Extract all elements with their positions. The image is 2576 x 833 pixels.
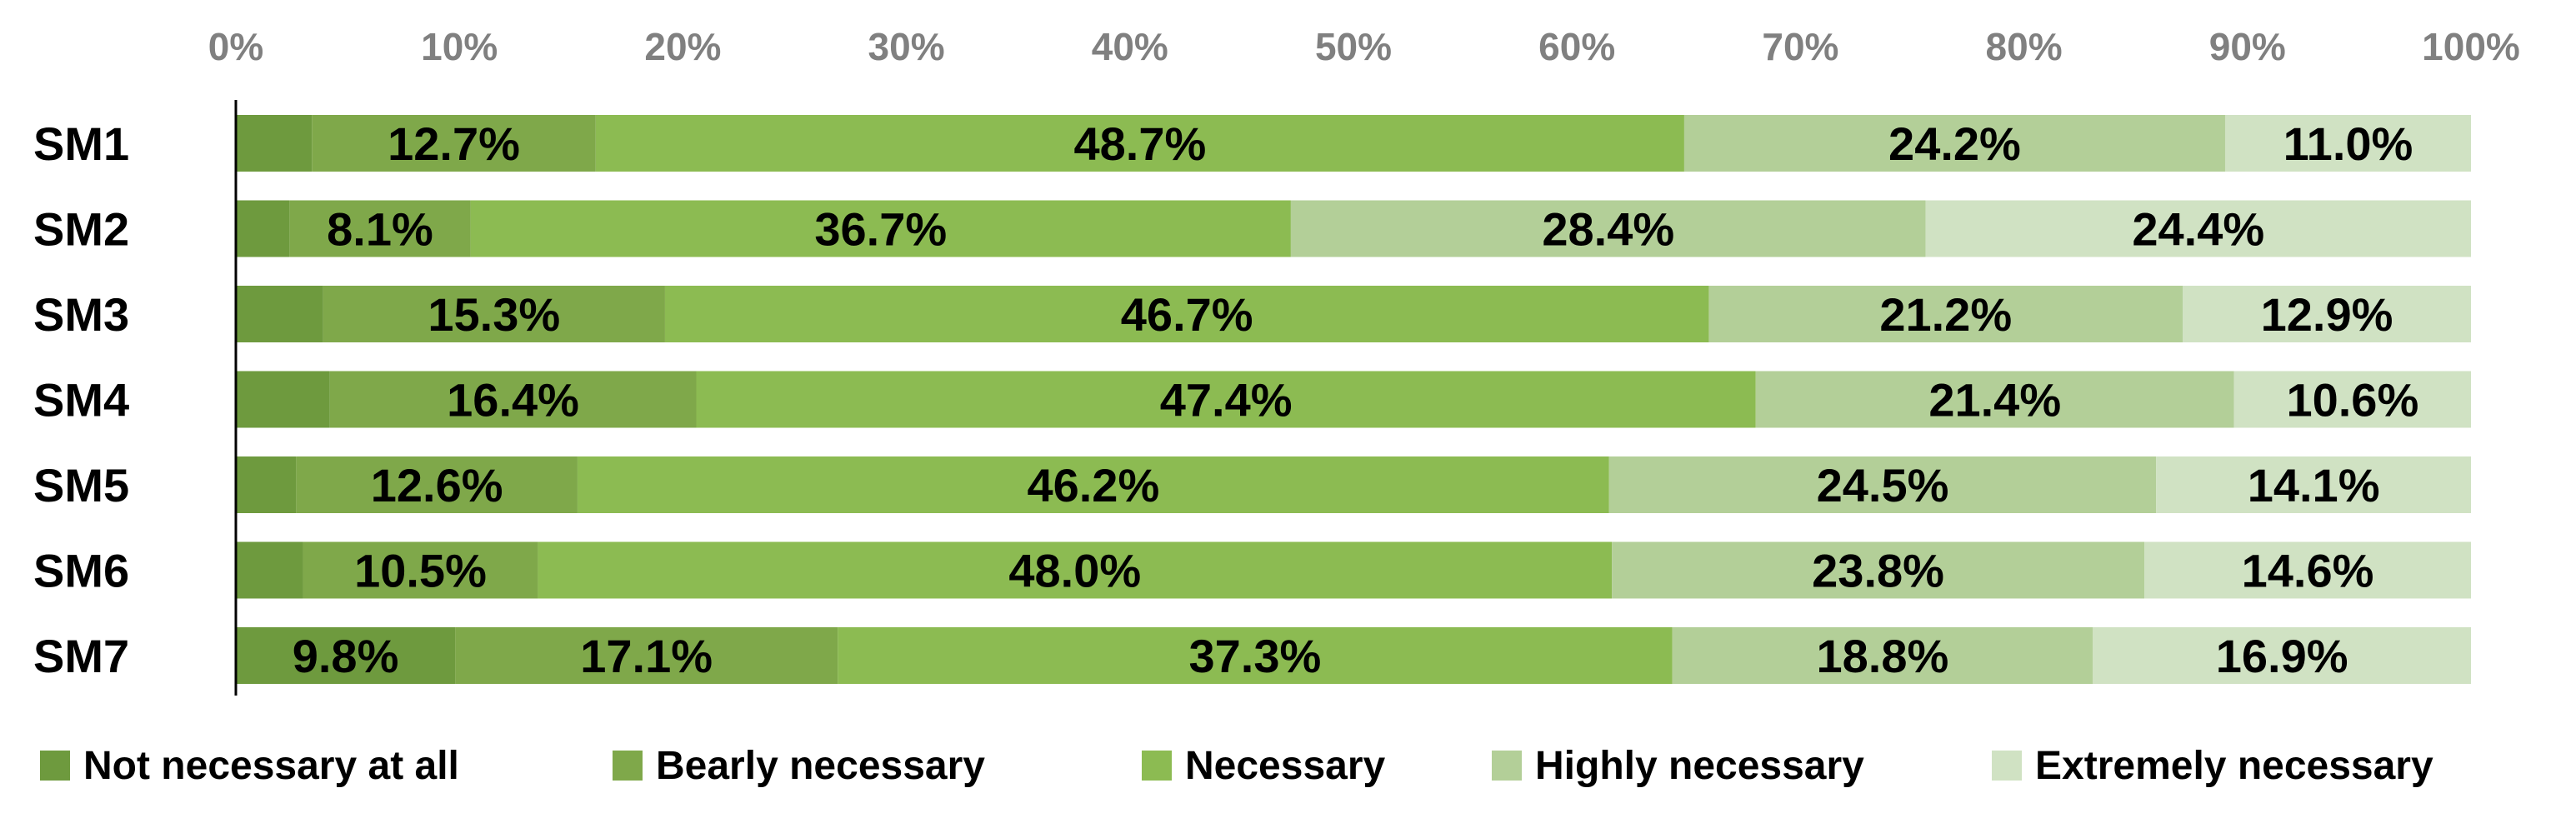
data-label: 24.4% (2132, 203, 2264, 256)
bar-segment (1755, 371, 2234, 428)
data-label: 18.8% (1817, 630, 1949, 682)
category-label: SM5 (33, 459, 129, 511)
x-tick-label: 50% (1315, 25, 1392, 68)
bar-segment (595, 115, 1684, 172)
data-label: 24.5% (1817, 459, 1949, 511)
data-label: 9.8% (293, 630, 399, 682)
data-label: 12.6% (371, 459, 503, 511)
category-labels: SM1 SM2 SM3 SM4 SM5 SM6 SM7 (33, 117, 129, 682)
data-label: 17.1% (580, 630, 713, 682)
bar-segment (2183, 286, 2471, 342)
bar-segment (696, 371, 1756, 428)
category-label: SM2 (33, 203, 129, 256)
bar-segment (1683, 115, 2225, 172)
x-tick-label: 80% (1986, 25, 2063, 68)
x-tick-label: 40% (1092, 25, 1168, 68)
data-label: 37.3% (1188, 630, 1321, 682)
legend-swatch (1142, 751, 1172, 781)
bar-segment (1672, 627, 2093, 684)
bar-segment (470, 200, 1291, 257)
bar-segment (2224, 115, 2471, 172)
bar-segment (296, 456, 578, 513)
bar-segment (236, 286, 323, 342)
bar-segment (2233, 371, 2471, 428)
bar-segment (1290, 200, 1926, 257)
legend-swatch (40, 751, 70, 781)
bar-segment (538, 541, 1613, 599)
data-label: 16.9% (2216, 630, 2348, 682)
legend-label: Not necessary at all (83, 744, 459, 788)
bar-segment (289, 200, 471, 257)
data-label: 48.7% (1073, 117, 1206, 170)
data-label: 24.2% (1888, 117, 2021, 170)
bar-segment (236, 200, 290, 257)
category-label: SM7 (33, 630, 129, 682)
bars (236, 115, 2471, 684)
category-label: SM6 (33, 545, 129, 597)
x-tick-label: 90% (2209, 25, 2286, 68)
data-label: 21.4% (1928, 374, 2061, 426)
bar-segment (838, 627, 1673, 684)
legend-swatch (613, 751, 643, 781)
data-label: 46.2% (1027, 459, 1159, 511)
bar-segment (2093, 627, 2471, 684)
x-tick-label: 60% (1538, 25, 1615, 68)
data-label: 10.5% (354, 545, 487, 597)
bar-segment (236, 456, 297, 513)
bar-segment (1608, 456, 2157, 513)
bar-segment (1708, 286, 2183, 342)
bar-segment (664, 286, 1709, 342)
legend: Not necessary at all Bearly necessary Nece… (40, 744, 2433, 788)
bar-segment (236, 115, 313, 172)
legend-label: Highly necessary (1535, 744, 1864, 788)
data-label: 12.9% (2261, 288, 2393, 341)
bar-segment (1612, 541, 2145, 599)
bar-segment (236, 541, 303, 599)
bar-segment (577, 456, 1609, 513)
bar-segment (2156, 456, 2471, 513)
data-label: 12.7% (388, 117, 520, 170)
data-label: 8.1% (327, 203, 433, 256)
bar-segment (303, 541, 538, 599)
bar-segment (236, 627, 456, 684)
data-label: 14.6% (2242, 545, 2374, 597)
data-label: 23.8% (1812, 545, 1944, 597)
legend-swatch (1492, 751, 1522, 781)
x-tick-label: 70% (1762, 25, 1838, 68)
data-labels: 12.7% 48.7% 24.2% 11.0% 8.1% 36.7% 28.4% 24.4% 1… (293, 117, 2419, 682)
data-label: 46.7% (1121, 288, 1253, 341)
legend-swatch (1992, 751, 2022, 781)
x-tick-label: 100% (2422, 25, 2520, 68)
bar-segment (1925, 200, 2471, 257)
data-label: 28.4% (1542, 203, 1674, 256)
data-label: 16.4% (447, 374, 579, 426)
bar-segment (312, 115, 596, 172)
data-label: 14.1% (2248, 459, 2380, 511)
bar-segment (2144, 541, 2471, 599)
category-label: SM1 (33, 117, 129, 170)
data-label: 36.7% (814, 203, 947, 256)
category-label: SM3 (33, 288, 129, 341)
legend-label: Extremely necessary (2035, 744, 2433, 788)
data-label: 11.0% (2283, 117, 2413, 170)
x-tick-label: 20% (644, 25, 721, 68)
data-label: 48.0% (1008, 545, 1141, 597)
category-label: SM4 (33, 374, 129, 426)
x-tick-label: 30% (868, 25, 945, 68)
bar-segment (236, 371, 330, 428)
legend-label: Bearly necessary (656, 744, 985, 788)
x-tick-label: 0% (208, 25, 263, 68)
data-label: 21.2% (1879, 288, 2012, 341)
x-tick-label: 10% (421, 25, 498, 68)
data-label: 47.4% (1160, 374, 1293, 426)
data-label: 15.3% (428, 288, 560, 341)
x-axis-ticks: 0% 10% 20% 30% 40% 50% 60% 70% 80% 90% 100% (208, 25, 2520, 68)
legend-label: Necessary (1185, 744, 1386, 788)
bar-segment (329, 371, 697, 428)
bar-segment (323, 286, 665, 342)
bar-segment (455, 627, 838, 684)
data-label: 10.6% (2286, 374, 2418, 426)
